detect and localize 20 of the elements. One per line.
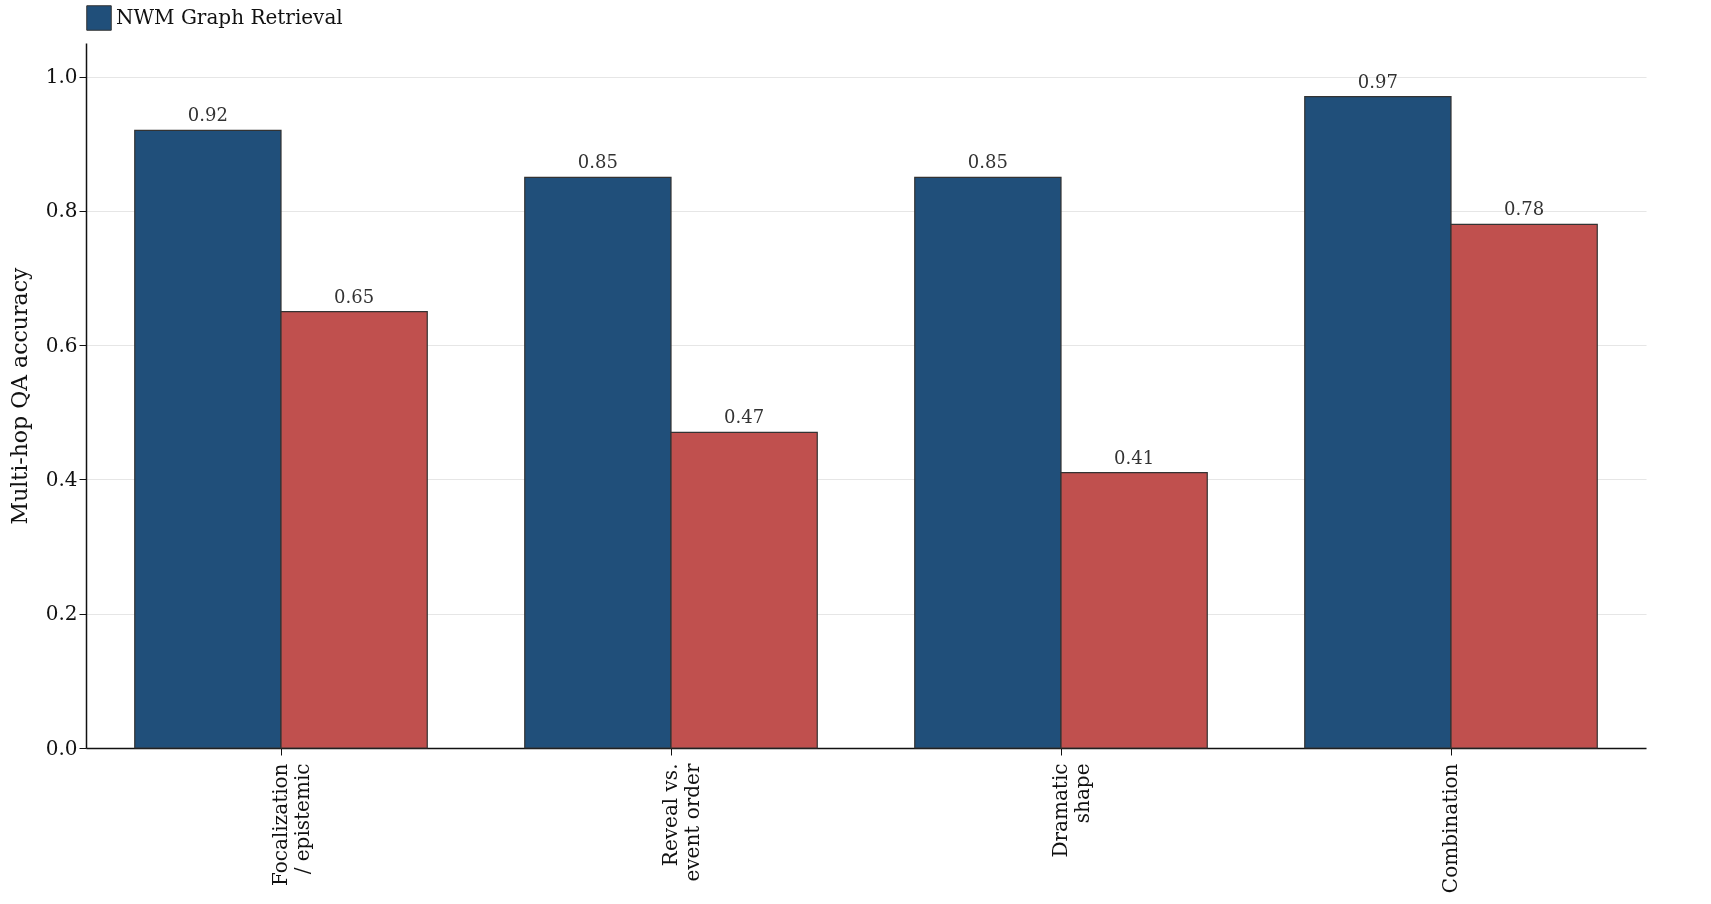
data-label: 0.97 bbox=[1357, 70, 1398, 92]
legend-label: NWM Graph Retrieval bbox=[116, 5, 343, 29]
x-tick-label: Combination bbox=[1438, 763, 1462, 894]
x-tick-label: Reveal vs. event order bbox=[658, 763, 704, 882]
x-tick-label: Dramatic shape bbox=[1048, 763, 1094, 858]
y-tick-label: 0.4 bbox=[45, 466, 78, 491]
data-label: 0.85 bbox=[577, 151, 618, 173]
data-label: 0.92 bbox=[187, 104, 228, 126]
y-tick-label: 0.6 bbox=[45, 332, 78, 357]
data-label: 0.78 bbox=[1504, 198, 1545, 220]
y-tick-label: 0.2 bbox=[45, 601, 78, 626]
x-tick-label: Focalization / epistemic bbox=[268, 763, 314, 887]
y-tick-label: 0.0 bbox=[45, 735, 78, 760]
y-axis-title: Multi-hop QA accuracy bbox=[6, 267, 32, 525]
data-label: 0.65 bbox=[334, 285, 375, 307]
y-tick-label: 0.8 bbox=[45, 198, 78, 223]
y-tick-label: 1.0 bbox=[45, 64, 78, 89]
data-label: 0.85 bbox=[967, 151, 1008, 173]
data-label: 0.41 bbox=[1114, 446, 1155, 468]
data-label: 0.47 bbox=[724, 406, 765, 428]
